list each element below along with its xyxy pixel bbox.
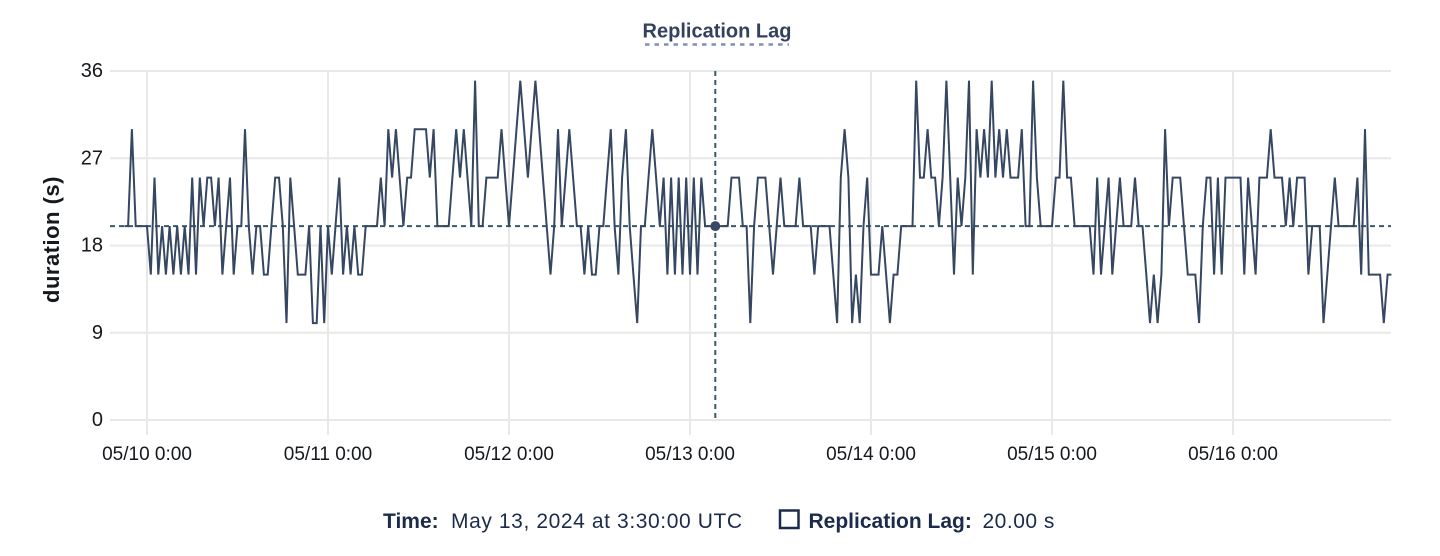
svg-text:Time:: Time: bbox=[383, 510, 439, 533]
svg-text:05/11 0:00: 05/11 0:00 bbox=[284, 444, 372, 465]
svg-text:18: 18 bbox=[81, 235, 103, 257]
svg-text:05/13 0:00: 05/13 0:00 bbox=[645, 444, 735, 465]
svg-text:May 13, 2024 at 3:30:00 UTC: May 13, 2024 at 3:30:00 UTC bbox=[451, 510, 743, 533]
svg-text:05/16 0:00: 05/16 0:00 bbox=[1188, 444, 1278, 465]
svg-text:27: 27 bbox=[81, 147, 103, 169]
svg-text:duration (s): duration (s) bbox=[39, 176, 64, 303]
svg-text:05/10 0:00: 05/10 0:00 bbox=[102, 444, 192, 465]
svg-text:20.00 s: 20.00 s bbox=[983, 510, 1055, 533]
svg-text:0: 0 bbox=[92, 409, 103, 431]
svg-text:9: 9 bbox=[92, 322, 103, 344]
svg-text:05/12 0:00: 05/12 0:00 bbox=[464, 444, 554, 465]
svg-text:05/15 0:00: 05/15 0:00 bbox=[1007, 444, 1097, 465]
svg-text:Replication Lag:: Replication Lag: bbox=[809, 510, 972, 533]
svg-text:36: 36 bbox=[81, 60, 103, 82]
svg-text:05/14 0:00: 05/14 0:00 bbox=[826, 444, 916, 465]
svg-text:Replication Lag: Replication Lag bbox=[643, 21, 792, 43]
